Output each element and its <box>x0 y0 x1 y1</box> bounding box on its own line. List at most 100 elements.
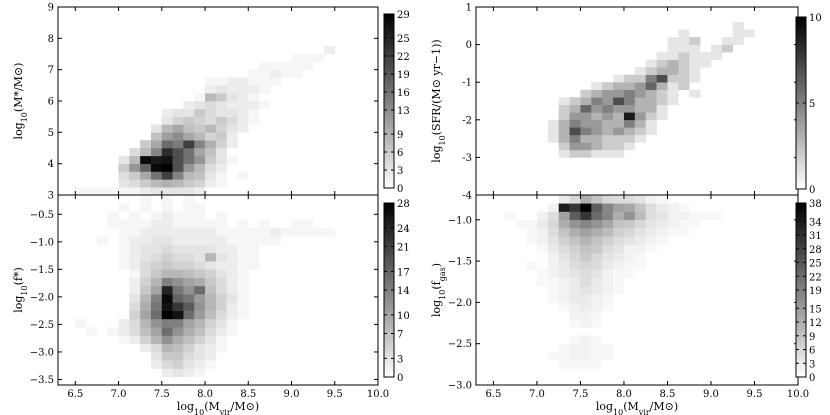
heatmap-cell <box>613 228 625 237</box>
heatmap-cell <box>558 203 570 212</box>
heatmap-cell <box>558 119 570 128</box>
heatmap-cell <box>591 134 603 143</box>
heatmap-cell <box>118 203 130 212</box>
heatmap-cell <box>129 327 141 336</box>
heatmap-cell <box>689 74 701 83</box>
heatmap-cell <box>634 104 646 113</box>
heatmap-cell <box>645 195 657 204</box>
heatmap-cell <box>248 93 260 102</box>
heatmap-cell <box>259 219 271 229</box>
heatmap-cell <box>205 360 217 369</box>
heatmap-cell <box>591 335 603 344</box>
heatmap-cell <box>291 228 303 237</box>
heatmap-cells <box>75 195 336 378</box>
heatmap-cell <box>226 116 238 125</box>
colorbar-tick-label: 22 <box>397 52 410 63</box>
heatmap-cell <box>161 310 173 320</box>
heatmap-cells <box>547 22 755 158</box>
heatmap-cell <box>107 327 119 336</box>
heatmap-cell <box>150 124 163 133</box>
heatmap-cell <box>183 228 195 237</box>
heatmap-cell <box>689 211 701 221</box>
heatmap-cell <box>172 294 184 303</box>
heatmap-cell <box>150 171 163 180</box>
heatmap-cell <box>591 261 603 270</box>
heatmap-cell <box>194 219 206 229</box>
heatmap-cell <box>215 285 227 295</box>
heatmap-cell <box>205 171 217 180</box>
heatmap-cell <box>580 351 592 361</box>
heatmap-cell <box>580 112 592 121</box>
heatmap-cell <box>161 277 173 287</box>
heatmap-cell <box>118 228 130 237</box>
heatmap-cell <box>547 219 559 229</box>
heatmap-cell <box>558 195 570 204</box>
heatmap-cell <box>547 203 559 212</box>
heatmap-cell <box>602 112 614 121</box>
heatmap-cell <box>656 59 668 68</box>
heatmap-cell <box>205 140 217 149</box>
heatmap-cell <box>558 244 570 254</box>
heatmap-cell <box>248 108 260 117</box>
heatmap-cell <box>215 335 227 344</box>
y-tick-label: -1 <box>462 78 472 89</box>
heatmap-cell <box>602 203 614 212</box>
heatmap-cell <box>689 44 701 53</box>
heatmap-cell <box>150 228 163 237</box>
heatmap-cell <box>613 236 625 245</box>
heatmap-cell <box>602 127 614 136</box>
heatmap-cell <box>678 228 690 237</box>
heatmap-cell <box>129 269 141 278</box>
y-tick-label: 4 <box>48 159 54 170</box>
heatmap-cell <box>183 285 195 295</box>
heatmap-cell <box>602 244 614 254</box>
colorbar-tick-label: 0 <box>809 373 815 384</box>
heatmap-cell <box>634 203 646 212</box>
heatmap-cell <box>623 252 636 262</box>
heatmap-cell <box>302 228 314 237</box>
heatmap-cell <box>129 236 141 245</box>
heatmap-cell <box>547 277 559 287</box>
heatmap-cell <box>580 219 592 229</box>
heatmap-cell <box>237 244 249 254</box>
heatmap-cell <box>547 211 559 221</box>
heatmap-cell <box>194 116 206 125</box>
heatmap-cell <box>172 252 184 262</box>
heatmap-cell <box>645 74 657 83</box>
heatmap-cell <box>634 228 646 237</box>
colorbar-tick-label: 3 <box>809 359 815 370</box>
heatmap-cell <box>215 294 227 303</box>
heatmap-cell <box>161 343 173 353</box>
heatmap-cell <box>569 335 581 344</box>
heatmap-cell <box>602 149 614 158</box>
heatmap-cell <box>161 351 173 361</box>
heatmap-cell <box>613 149 625 158</box>
heatmap-cell <box>558 97 570 106</box>
heatmap-cell <box>129 302 141 311</box>
colorbar-tick-label: 0 <box>397 373 403 384</box>
y-axis-label: log10(SFR/(M⊙ yr−1)) <box>430 39 447 162</box>
heatmap-cell <box>205 155 217 164</box>
heatmap-cell <box>623 244 636 254</box>
heatmap-cell <box>667 44 679 53</box>
heatmap-cell <box>259 228 271 237</box>
heatmap-cell <box>107 211 119 221</box>
heatmap-cell <box>558 351 570 361</box>
heatmap-cell <box>172 277 184 287</box>
heatmap-cell <box>569 269 581 278</box>
heatmap-cell <box>634 74 646 83</box>
heatmap-cell <box>194 101 206 110</box>
heatmap-cell <box>161 236 173 245</box>
heatmap-cell <box>645 59 657 68</box>
heatmap-cell <box>645 82 657 91</box>
heatmap-cell <box>129 155 141 164</box>
heatmap-cell <box>118 219 130 229</box>
heatmap-cell <box>558 294 570 303</box>
colorbar: 0 3 7 10 14 17 21 24 28 <box>383 199 410 384</box>
heatmap-cell <box>591 112 603 121</box>
heatmap-cell <box>183 252 195 262</box>
heatmap-cell <box>569 360 581 369</box>
heatmap-cell <box>558 149 570 158</box>
colorbar-tick-label: 12 <box>809 318 822 329</box>
heatmap-cell <box>161 294 173 303</box>
